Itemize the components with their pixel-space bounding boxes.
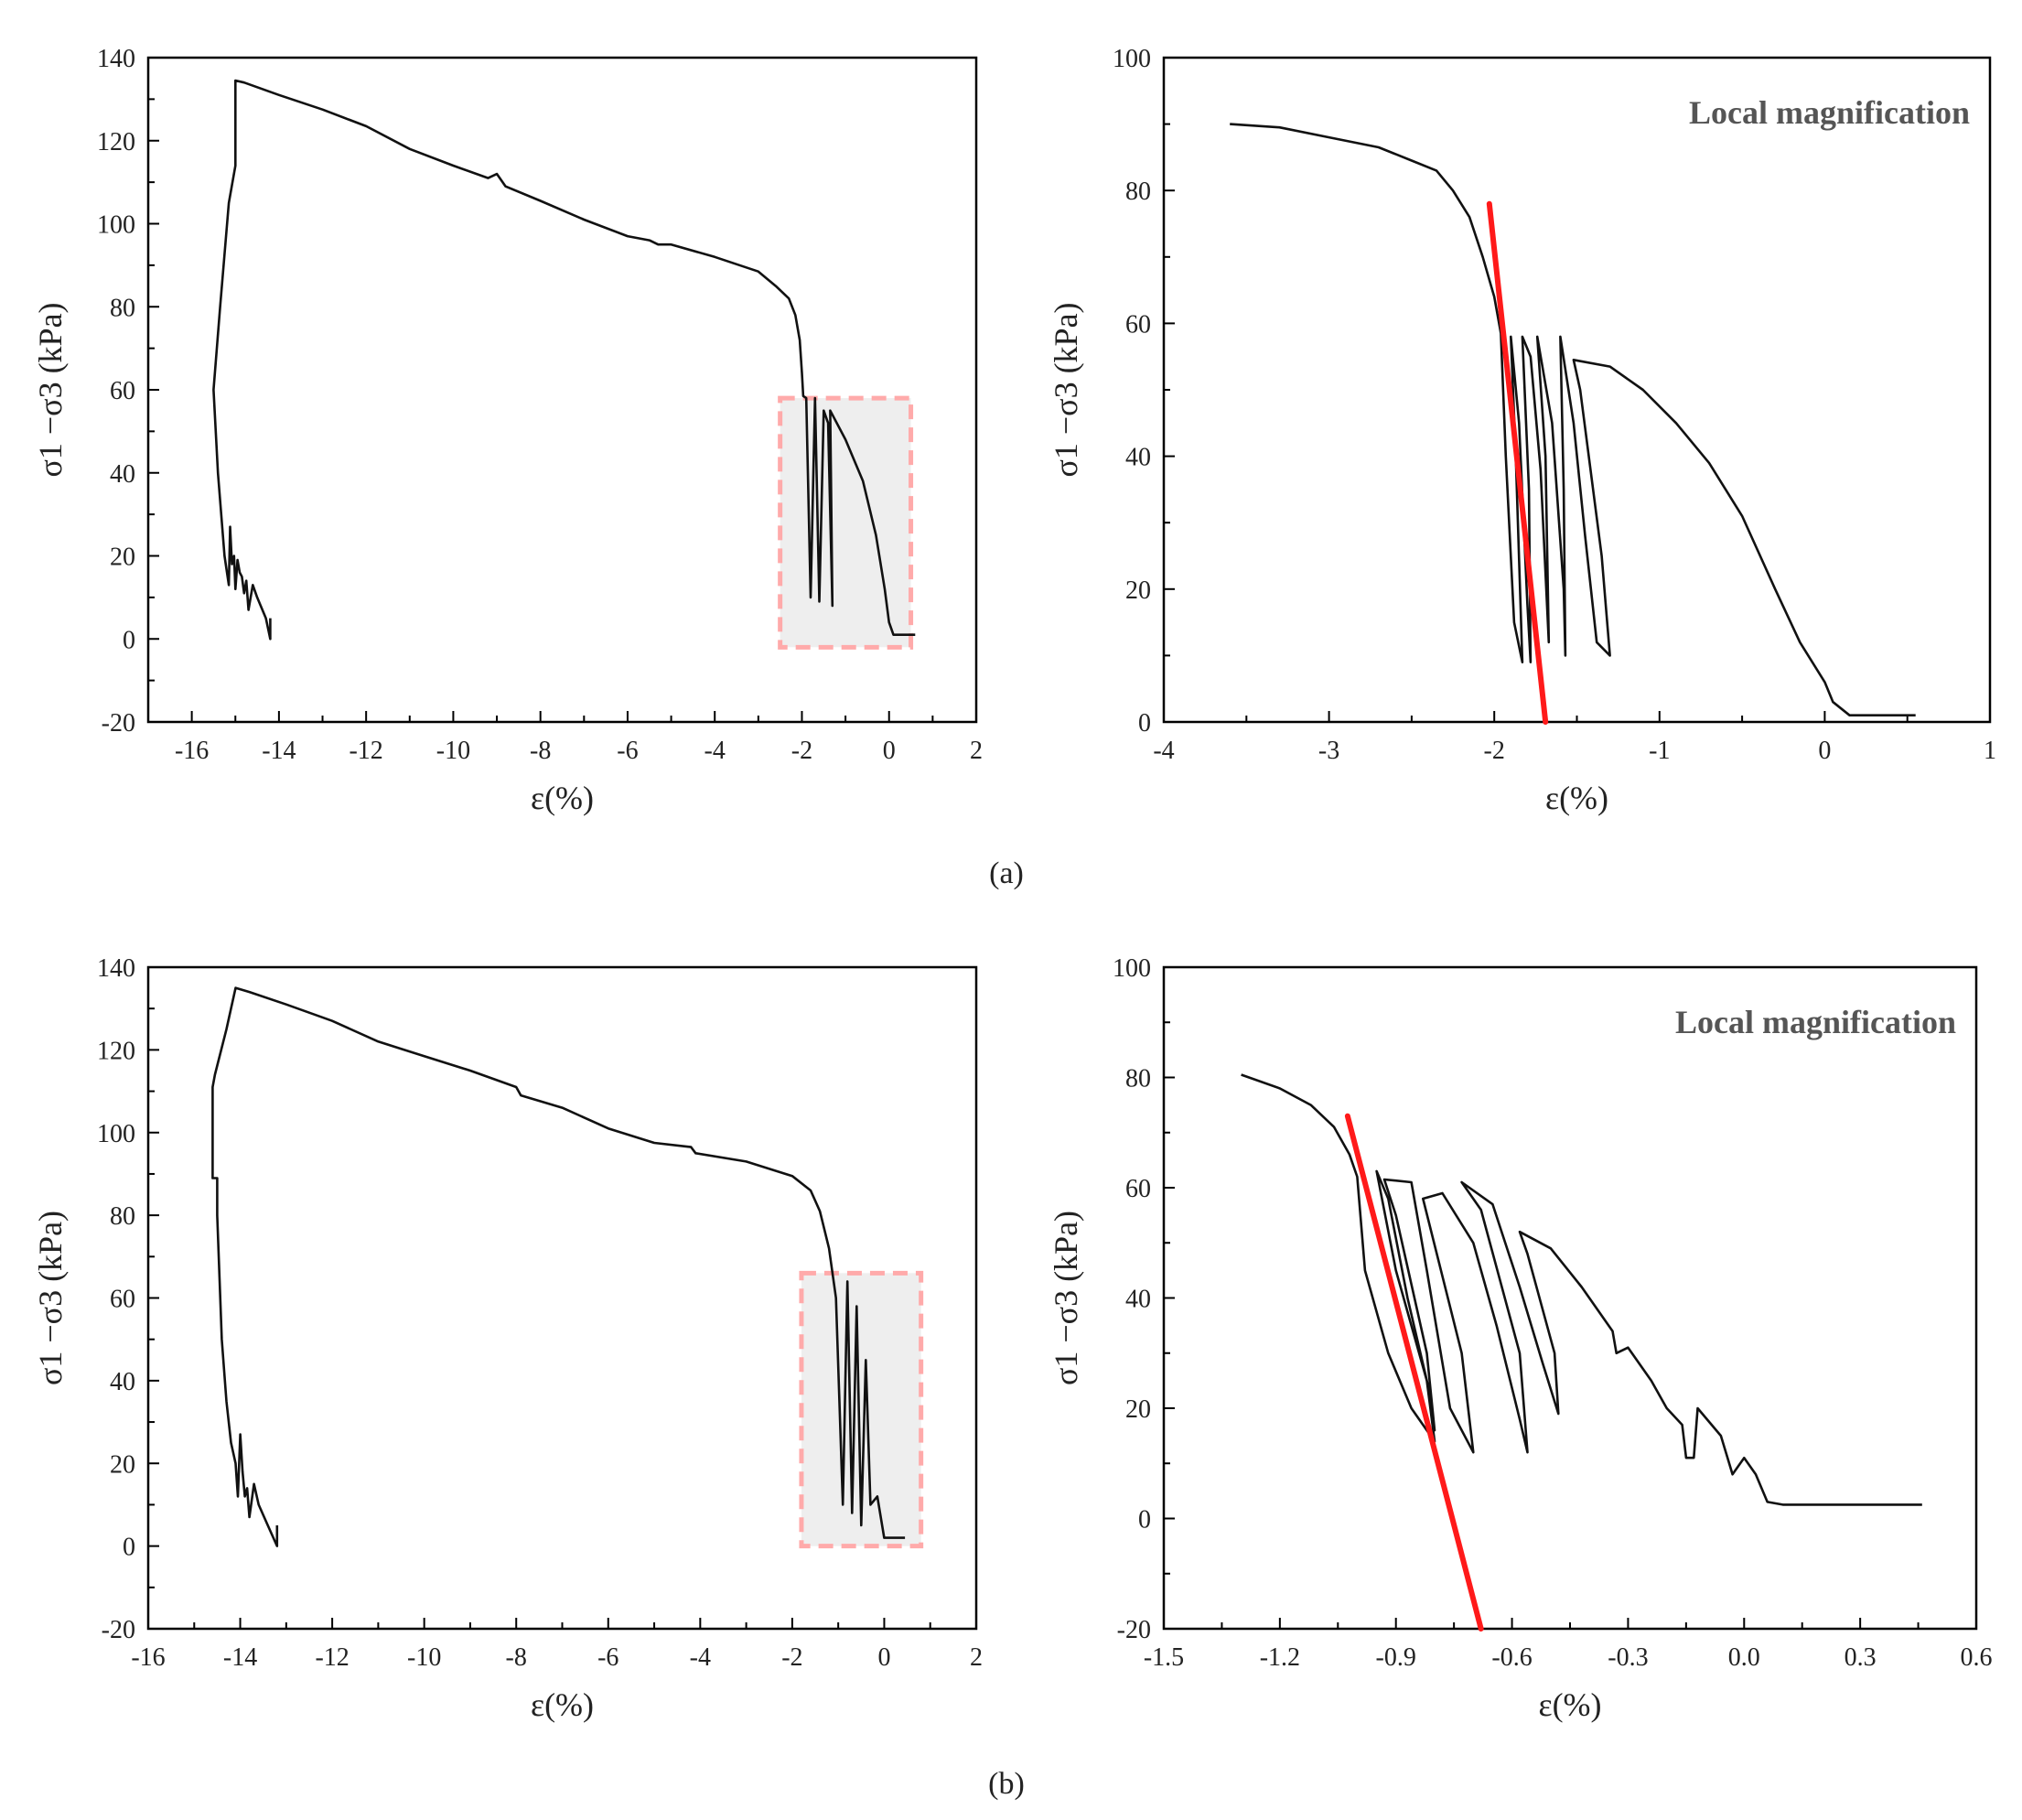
y-tick-label: 40	[1125, 444, 1151, 472]
x-tick-label: 2	[970, 737, 983, 765]
x-tick-label: -3	[1318, 737, 1339, 765]
panel-b-full-chart: -16 -14 -12 -10 -8 -6 -4 -2 0 2-20020406080100120…	[32, 954, 983, 1723]
x-tick-label: -14	[223, 1643, 257, 1672]
x-axis-title: ε(%)	[531, 1686, 594, 1723]
y-tick-label: 20	[110, 544, 135, 572]
x-tick-label: -1.5	[1144, 1643, 1184, 1672]
y-tick-label: 100	[97, 211, 135, 240]
y-tick-label: 20	[1125, 1395, 1151, 1424]
y-axis-title: σ1 −σ3 (kPa)	[32, 302, 69, 477]
x-tick-label: -8	[530, 737, 551, 765]
x-tick-label: 0.0	[1728, 1643, 1760, 1672]
x-tick-label: 2	[970, 1643, 983, 1672]
x-tick-label: -0.3	[1608, 1643, 1648, 1672]
x-tick-label: -6	[617, 737, 638, 765]
y-axis-title: σ1 −σ3 (kPa)	[1048, 1211, 1084, 1385]
x-tick-label: -2	[791, 737, 812, 765]
y-tick-label: 140	[97, 45, 135, 73]
x-tick-label: -4	[1153, 737, 1174, 765]
y-tick-label: 100	[1113, 954, 1151, 983]
x-axis-title: ε(%)	[531, 780, 594, 816]
plot-frame	[1162, 56, 1992, 724]
y-tick-label: -20	[1117, 1616, 1151, 1644]
y-tick-label: 80	[110, 1202, 135, 1231]
y-tick-label: -20	[102, 1616, 135, 1644]
figure-label-b: (b)	[988, 1767, 1025, 1801]
x-tick-label: -1.2	[1260, 1643, 1300, 1672]
x-tick-label: 1	[1984, 737, 1996, 765]
x-tick-label: -4	[704, 737, 726, 765]
y-axis-title: σ1 −σ3 (kPa)	[32, 1211, 69, 1385]
stress-strain-curve	[1241, 1073, 1922, 1506]
stress-strain-curve	[1230, 123, 1916, 716]
x-tick-label: -12	[349, 737, 382, 765]
x-tick-label: 0.3	[1845, 1643, 1877, 1672]
x-tick-label: -16	[175, 737, 209, 765]
x-tick-label: 0	[883, 737, 896, 765]
x-tick-label: -0.9	[1376, 1643, 1416, 1672]
y-tick-label: 0	[123, 1534, 135, 1562]
plot-frame	[1162, 965, 1978, 1631]
x-tick-label: -16	[131, 1643, 165, 1672]
y-tick-label: 0	[1138, 1506, 1151, 1535]
x-tick-label: -10	[407, 1643, 441, 1672]
y-tick-label: 60	[1125, 310, 1151, 339]
panel-a-full-chart: -16 -14 -12 -10 -8 -6 -4 -2 0 2-20020406080100120…	[32, 45, 983, 816]
y-tick-label: 140	[97, 954, 135, 983]
y-tick-label: 60	[1125, 1175, 1151, 1203]
x-tick-label: -14	[262, 737, 296, 765]
x-tick-label: -0.6	[1491, 1643, 1532, 1672]
x-tick-label: 0	[1818, 737, 1831, 765]
y-tick-label: 100	[1113, 45, 1151, 73]
x-tick-label: -2	[781, 1643, 802, 1672]
x-tick-label: -6	[597, 1643, 618, 1672]
fit-line	[1486, 200, 1549, 725]
y-tick-label: 80	[1125, 178, 1151, 206]
y-tick-label: 120	[97, 1037, 135, 1065]
local-magnification-label: Local magnification	[1689, 94, 1970, 131]
panel-b-zoom-chart: -1.5 -1.2 -0.9 -0.6 -0.3 0.0 0.3 0.6 -20 0 20 40 60 8…	[1048, 954, 1993, 1723]
y-tick-label: 40	[1125, 1286, 1151, 1314]
y-axis-title: σ1 −σ3 (kPa)	[1048, 302, 1084, 477]
x-axis-title: ε(%)	[1545, 780, 1608, 816]
x-tick-label: 0.6	[1961, 1643, 1993, 1672]
y-tick-label: 40	[110, 1368, 135, 1396]
y-tick-label: 20	[1125, 576, 1151, 605]
stress-strain-curve	[212, 79, 916, 641]
stress-strain-curve	[211, 986, 906, 1547]
x-tick-label: -1	[1649, 737, 1670, 765]
y-tick-label: 20	[110, 1450, 135, 1479]
x-tick-label: -12	[315, 1643, 349, 1672]
y-tick-label: 80	[1125, 1065, 1151, 1093]
y-tick-label: 0	[1138, 709, 1151, 738]
y-tick-label: 40	[110, 460, 135, 489]
y-tick-label: -20	[102, 709, 135, 738]
y-tick-label: 60	[110, 1286, 135, 1314]
fit-line	[1344, 1113, 1484, 1632]
y-tick-label: 60	[110, 377, 135, 405]
x-axis-title: ε(%)	[1538, 1686, 1601, 1723]
x-tick-label: -8	[506, 1643, 527, 1672]
x-tick-label: 0	[877, 1643, 890, 1672]
zoom-region-box	[778, 395, 914, 650]
x-tick-label: -10	[436, 737, 470, 765]
y-tick-label: 0	[123, 626, 135, 654]
y-tick-label: 120	[97, 128, 135, 156]
y-tick-label: 100	[97, 1120, 135, 1148]
x-tick-label: -4	[690, 1643, 711, 1672]
x-tick-label: -2	[1484, 737, 1505, 765]
figure-label-a: (a)	[989, 856, 1024, 890]
local-magnification-label: Local magnification	[1675, 1004, 1956, 1040]
y-tick-label: 80	[110, 294, 135, 322]
